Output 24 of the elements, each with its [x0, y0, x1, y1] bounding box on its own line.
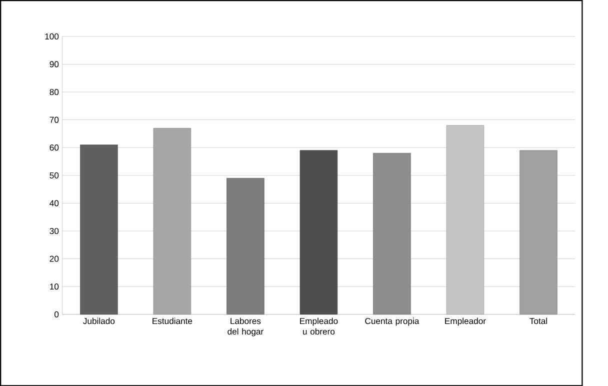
x-tick-label: Empleador — [445, 318, 486, 326]
y-tick-label: 60 — [50, 144, 59, 151]
bar — [80, 144, 118, 314]
x-tick-label: Total — [530, 318, 547, 324]
bar — [373, 152, 411, 314]
y-tick-label: 40 — [50, 200, 59, 206]
bar — [300, 150, 338, 314]
x-tick-label: Empleado u obrero — [300, 318, 338, 334]
y-tick-label: 10 — [50, 283, 59, 290]
y-tick-label: 30 — [50, 228, 59, 234]
bar — [153, 128, 192, 314]
y-tick-label: 20 — [50, 256, 59, 262]
x-tick-label: Jubilado — [83, 318, 115, 324]
y-tick-label: 100 — [45, 33, 59, 40]
bar — [226, 178, 264, 314]
x-tick-label: Labores del hogar — [228, 318, 264, 336]
y-tick-label: 0 — [54, 311, 59, 318]
y-tick-label: 80 — [50, 88, 59, 95]
x-tick-label: Cuenta propia — [365, 318, 420, 326]
bar — [520, 150, 558, 314]
y-tick-label: 70 — [50, 116, 59, 123]
y-tick-label: 50 — [50, 172, 59, 178]
y-tick-label: 90 — [50, 61, 59, 68]
x-tick-label: Estudiante — [152, 318, 192, 324]
